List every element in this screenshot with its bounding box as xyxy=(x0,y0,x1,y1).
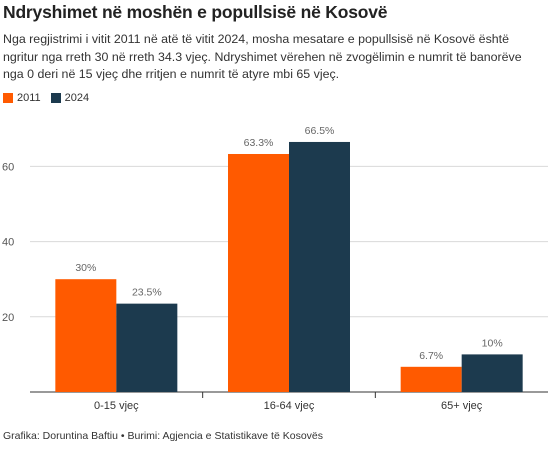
data-label-2024-1: 66.5% xyxy=(305,125,335,137)
x-tick-label-2: 65+ vjeç xyxy=(441,400,483,412)
bar-2024-0 xyxy=(116,303,178,392)
source-note: Grafika: Doruntina Baftiu • Burimi: Agje… xyxy=(3,430,323,442)
data-label-2011-1: 63.3% xyxy=(244,137,274,149)
y-tick-label-60: 60 xyxy=(2,161,14,173)
x-tick-label-1: 16-64 vjeç xyxy=(264,400,315,412)
bar-2011-0 xyxy=(55,279,117,392)
data-label-2011-2: 6.7% xyxy=(419,350,443,362)
x-tick-label-0: 0-15 vjeç xyxy=(94,400,139,412)
legend-item-2024: 2024 xyxy=(50,92,90,104)
bar-2024-2 xyxy=(461,354,523,392)
legend-label-2024: 2024 xyxy=(64,92,90,104)
legend-swatch-2011 xyxy=(3,93,13,103)
legend: 2011 2024 xyxy=(3,92,99,104)
y-tick-label-20: 20 xyxy=(2,312,14,324)
bar-2024-1 xyxy=(289,141,350,392)
y-tick-label-40: 40 xyxy=(2,237,14,249)
bar-2011-2 xyxy=(400,366,462,392)
legend-swatch-2024 xyxy=(50,93,61,103)
bar-2011-1 xyxy=(228,153,289,392)
chart-subtitle: Nga regjistrimi i vitit 2011 në atë të v… xyxy=(3,32,522,81)
data-label-2024-0: 23.5% xyxy=(132,287,162,299)
legend-item-2011: 2011 xyxy=(3,92,41,104)
legend-label-2011: 2011 xyxy=(17,92,41,104)
data-label-2011-0: 30% xyxy=(75,262,96,274)
data-label-2024-2: 10% xyxy=(482,337,503,349)
chart-title: Ndryshimet në moshën e popullsisë në Kos… xyxy=(3,2,388,22)
